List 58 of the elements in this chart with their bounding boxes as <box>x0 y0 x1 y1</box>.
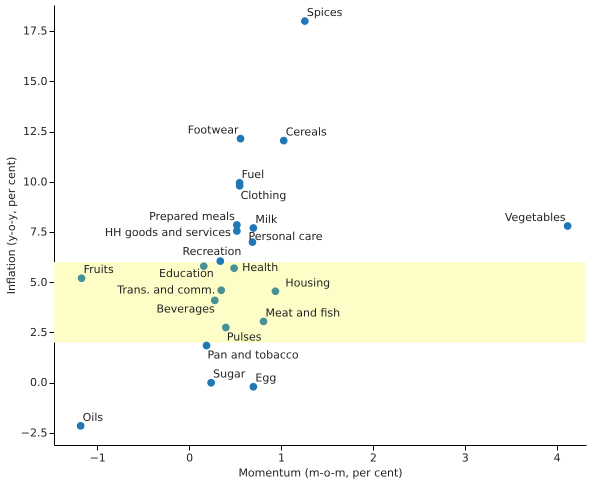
point <box>207 378 215 387</box>
data-label: Recreation <box>182 245 242 258</box>
data-label: Egg <box>255 372 276 385</box>
point <box>76 422 85 430</box>
data-label: HH goods and services <box>104 226 232 240</box>
data-label: Vegetables <box>504 211 566 224</box>
y-tick-label: 17.5 <box>23 24 48 38</box>
y-tick-label: 10.0 <box>23 175 48 188</box>
data-label: Footwear <box>188 124 239 137</box>
x-tick-label: 1 <box>278 452 285 464</box>
data-label: Spices <box>306 6 343 20</box>
point <box>250 382 258 391</box>
point <box>217 286 226 294</box>
data-label: Trans. and comm. <box>116 283 216 296</box>
data-label: Personal care <box>248 230 323 244</box>
data-label: Clothing <box>240 188 286 202</box>
x-tick-label: 2 <box>370 452 377 464</box>
data-label: Education <box>159 267 214 280</box>
point <box>564 222 572 230</box>
data-label: Oils <box>82 410 104 424</box>
point <box>216 257 224 266</box>
y-tick-label: 2.5 <box>30 326 48 339</box>
data-label: Fruits <box>84 263 114 276</box>
point <box>230 264 238 272</box>
x-tick-label: 0 <box>186 452 194 464</box>
data-label: Prepared meals <box>149 210 236 223</box>
x-tick-label: 4 <box>554 452 561 464</box>
y-tick-label: 15.0 <box>23 74 48 88</box>
point <box>78 274 86 282</box>
x-tick-label: −1 <box>90 452 106 464</box>
y-tick-label: −2.5 <box>20 426 48 440</box>
data-label: Housing <box>285 276 330 290</box>
point <box>236 134 244 142</box>
data-label: Health <box>242 261 278 274</box>
point <box>210 296 219 304</box>
data-label: Sugar <box>213 368 246 381</box>
point <box>202 342 210 350</box>
point <box>232 227 241 235</box>
data-label: Pan and tobacco <box>208 348 299 362</box>
data-label: Fuel <box>242 168 264 181</box>
point <box>260 318 268 326</box>
y-tick-label: 0.0 <box>30 376 48 390</box>
data-label: Meat and fish <box>265 306 340 320</box>
point <box>280 136 288 144</box>
x-tick-label: 3 <box>462 452 469 464</box>
y-tick-label: 7.5 <box>30 226 48 239</box>
y-axis-title: Inflation (y-o-y, per cent) <box>4 156 18 294</box>
point <box>222 324 230 332</box>
y-tick-label: 12.5 <box>23 125 48 138</box>
data-label: Pulses <box>226 330 262 344</box>
data-label: Cereals <box>286 126 327 139</box>
data-label: Beverages <box>156 302 216 316</box>
point <box>300 17 309 25</box>
point <box>272 287 280 296</box>
y-tick-label: 5.0 <box>30 276 48 289</box>
x-axis-title: Momentum (m-o-m, per cent) <box>238 466 403 480</box>
data-label: Milk <box>255 213 278 226</box>
point <box>250 224 258 232</box>
